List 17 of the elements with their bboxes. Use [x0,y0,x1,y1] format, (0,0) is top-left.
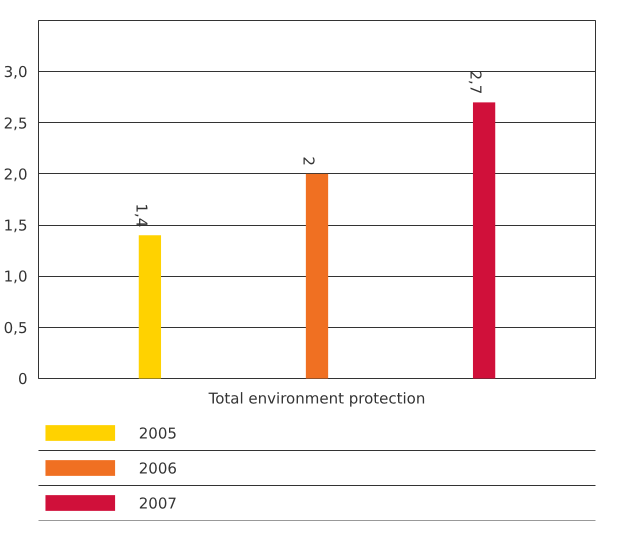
y-tick-label: 2,0 [4,165,28,184]
y-tick-label: 3,0 [4,63,28,82]
bar [472,102,496,378]
data-label: 1,4 [132,203,150,228]
y-tick-label: 1,5 [4,216,28,235]
data-label: 2 [300,156,318,166]
bar [306,174,328,378]
legend-label: 2005 [138,424,177,442]
x-tick-label: Total environment protection [208,390,426,408]
y-tick-label: 0,5 [4,318,28,337]
data-label: 2,7 [466,70,485,94]
bar [138,235,162,378]
legend-label: 2006 [138,460,177,478]
y-tick-label: 0 [18,370,28,388]
legend-label: 2007 [138,494,177,512]
y-tick-label: 1,0 [4,268,28,286]
y-tick-label: 2,5 [4,114,28,132]
